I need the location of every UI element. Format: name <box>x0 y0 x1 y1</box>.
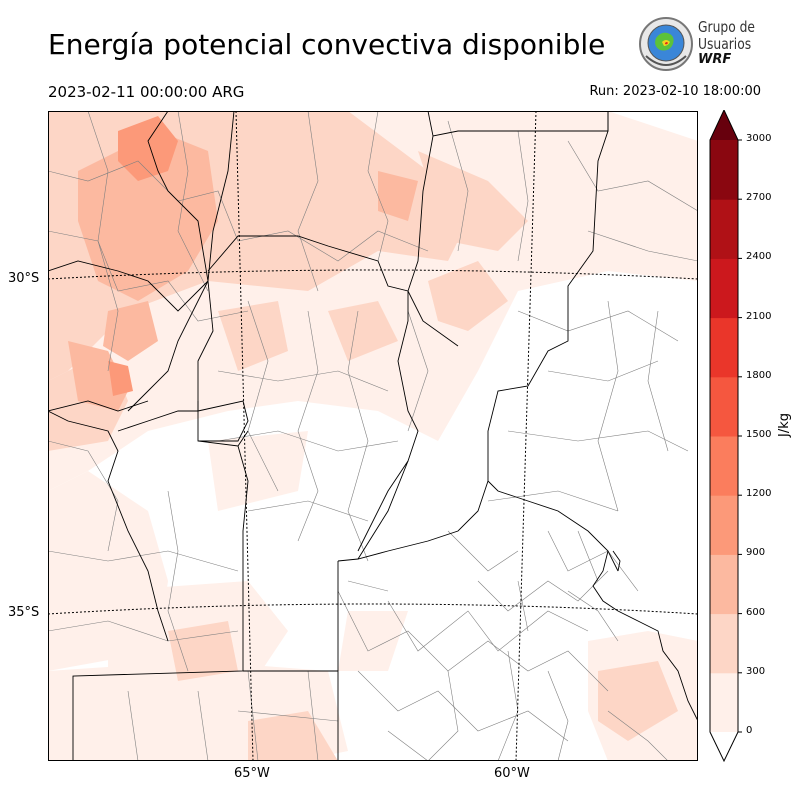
colorbar-band <box>710 554 738 615</box>
colorbar-tick-label: 2700 <box>746 192 772 204</box>
colorbar-band <box>710 199 738 259</box>
longitude-label-60w: 60°W <box>494 766 530 781</box>
province-borders <box>48 111 619 761</box>
logo-line1: Grupo de <box>698 18 756 36</box>
logo-line3: WRF <box>698 52 732 67</box>
colorbar-tick-label: 1500 <box>746 429 772 440</box>
map-canvas <box>48 111 698 761</box>
colorbar-tick-label: 2400 <box>746 251 772 263</box>
colorbar-band <box>710 140 738 200</box>
latitude-label-30s: 30°S <box>8 271 40 286</box>
colorbar-tick-label: 1800 <box>746 369 772 381</box>
colorbar-tick-label: 2100 <box>746 310 772 322</box>
cape-shading-peak <box>108 116 178 396</box>
colorbar-extend-max <box>710 110 738 140</box>
cape-map <box>48 111 698 761</box>
graticule <box>48 111 698 761</box>
colorbar-tick-label: 0 <box>746 725 753 736</box>
map-title: Energía potencial convectiva disponible <box>48 28 606 61</box>
longitude-label-65w: 65°W <box>234 766 270 781</box>
colorbar-tick-label: 600 <box>746 606 766 618</box>
colorbar-tick-label: 3000 <box>746 133 772 144</box>
colorbar-band <box>710 376 738 437</box>
colorbar-band <box>710 613 738 674</box>
colorbar-tick-label: 900 <box>746 547 766 559</box>
wrf-globe-logo-icon <box>639 17 693 71</box>
colorbar-band <box>710 495 738 555</box>
run-time: Run: 2023-02-10 18:00:00 <box>589 84 761 99</box>
colorbar-tick-label: 300 <box>746 665 766 677</box>
colorbar-band <box>710 672 738 733</box>
colorbar-extend-min <box>710 732 738 761</box>
logo-line2: Usuarios <box>698 35 752 53</box>
colorbar <box>708 110 748 762</box>
colorbar-tick-label: 1200 <box>746 488 772 500</box>
colorbar-band <box>710 436 738 496</box>
coastline <box>592 550 698 722</box>
wrf-logo: Grupo de Usuarios WRF <box>638 16 762 72</box>
map-frame <box>48 111 698 761</box>
department-borders <box>48 111 698 761</box>
latitude-label-35s: 35°S <box>8 605 40 620</box>
colorbar-canvas <box>709 110 742 762</box>
valid-time: 2023-02-11 00:00:00 ARG <box>48 83 245 101</box>
colorbar-units: J/kg <box>777 413 792 437</box>
colorbar-band <box>710 258 738 319</box>
colorbar-band <box>710 317 738 378</box>
